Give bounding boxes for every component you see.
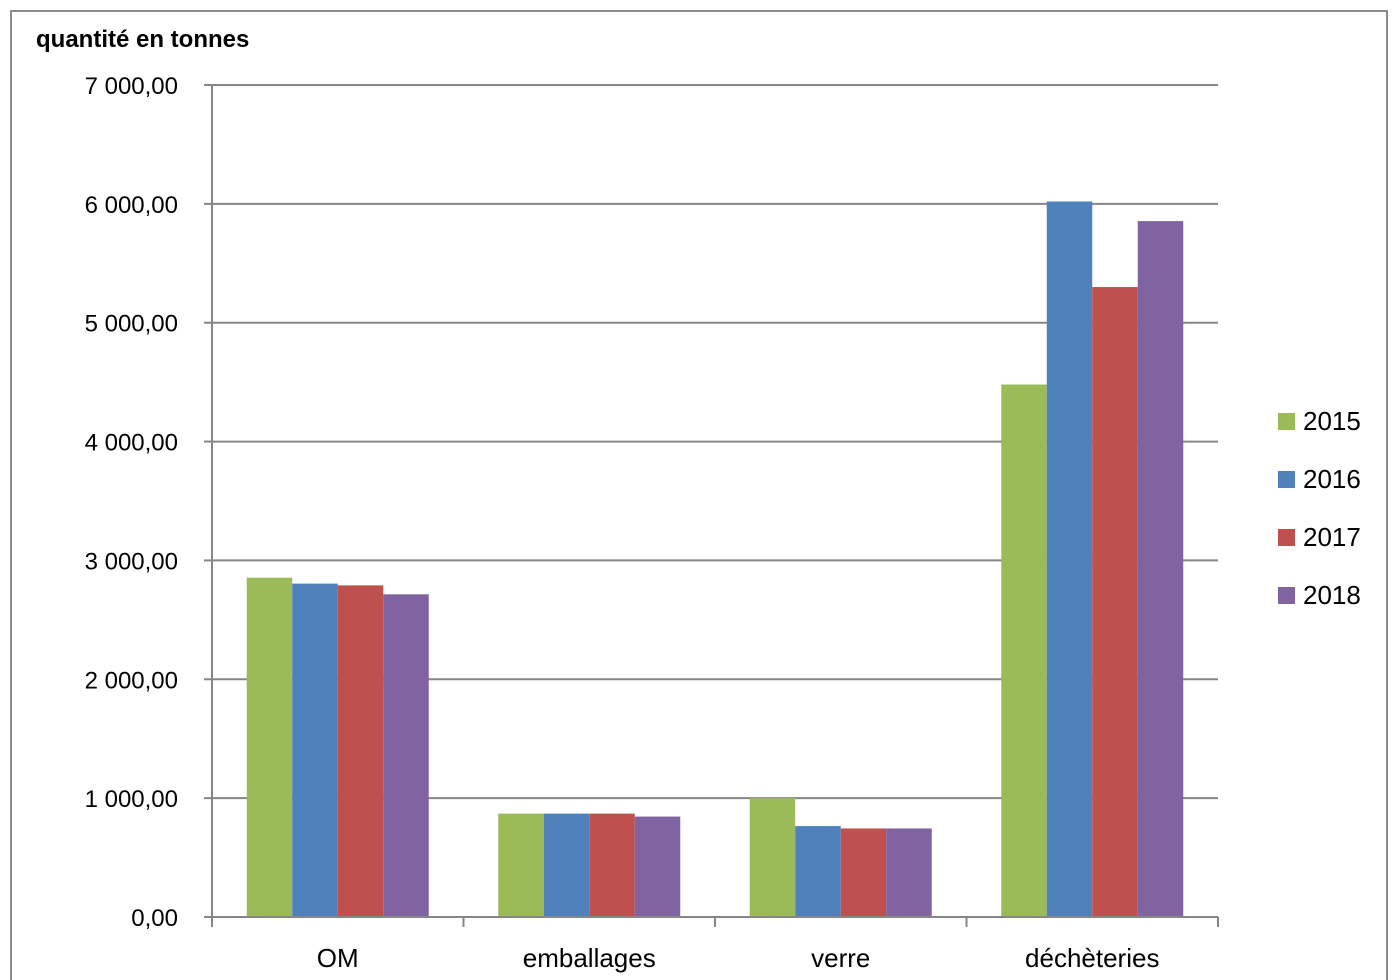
y-tick-label: 0,00 (131, 905, 178, 932)
bars (246, 201, 1184, 918)
legend-item-2017: 2017 (1278, 508, 1361, 566)
bar-2015-2 (749, 798, 796, 917)
bar-2017-0 (337, 585, 384, 917)
y-axis-labels: 0,00 1 000,00 2 000,00 3 000,00 4 000,00 5 00… (85, 73, 178, 932)
legend-item-2018: 2018 (1278, 566, 1361, 624)
bar-2016-1 (543, 813, 590, 917)
x-tick-label: emballages (523, 943, 656, 973)
bar-2018-1 (634, 816, 681, 917)
bar-2015-3 (1001, 384, 1047, 917)
bar-2016-2 (795, 826, 841, 917)
y-tick-label: 6 000,00 (85, 192, 178, 219)
axes (204, 84, 1219, 927)
bar-2018-0 (383, 594, 429, 917)
x-axis-labels: OM emballages verre déchèteries (317, 943, 1160, 973)
bar-2015-0 (246, 577, 293, 917)
bar-2016-3 (1046, 201, 1093, 918)
legend-swatch (1278, 586, 1295, 604)
x-tick-label: verre (811, 943, 870, 973)
y-tick-label: 2 000,00 (85, 667, 178, 694)
bar-2017-3 (1092, 287, 1138, 917)
bar-2017-2 (840, 828, 887, 917)
x-tick-label: déchèteries (1025, 943, 1159, 973)
legend: 2015 2016 2017 2018 (1278, 392, 1361, 624)
y-tick-label: 4 000,00 (85, 430, 178, 457)
legend-label: 2017 (1303, 521, 1361, 552)
bar-2016-0 (292, 583, 338, 917)
y-tick-label: 1 000,00 (85, 786, 178, 813)
chart-frame (10, 10, 1388, 980)
y-tick-label: 5 000,00 (85, 311, 178, 338)
y-tick-label: 7 000,00 (85, 73, 178, 100)
legend-swatch (1278, 528, 1295, 546)
bar-2017-1 (589, 813, 635, 917)
bar-2018-3 (1137, 221, 1184, 917)
x-tick-label: OM (317, 943, 359, 973)
chart-title: quantité en tonnes (36, 26, 250, 53)
legend-swatch (1278, 412, 1295, 430)
legend-swatch (1278, 470, 1295, 488)
bar-2015-1 (498, 813, 544, 917)
legend-item-2016: 2016 (1278, 450, 1361, 508)
legend-label: 2015 (1303, 405, 1361, 436)
legend-label: 2016 (1303, 463, 1361, 494)
legend-label: 2018 (1303, 579, 1361, 610)
y-tick-label: 3 000,00 (85, 548, 178, 575)
legend-item-2015: 2015 (1278, 392, 1361, 450)
bar-2018-2 (886, 828, 932, 917)
